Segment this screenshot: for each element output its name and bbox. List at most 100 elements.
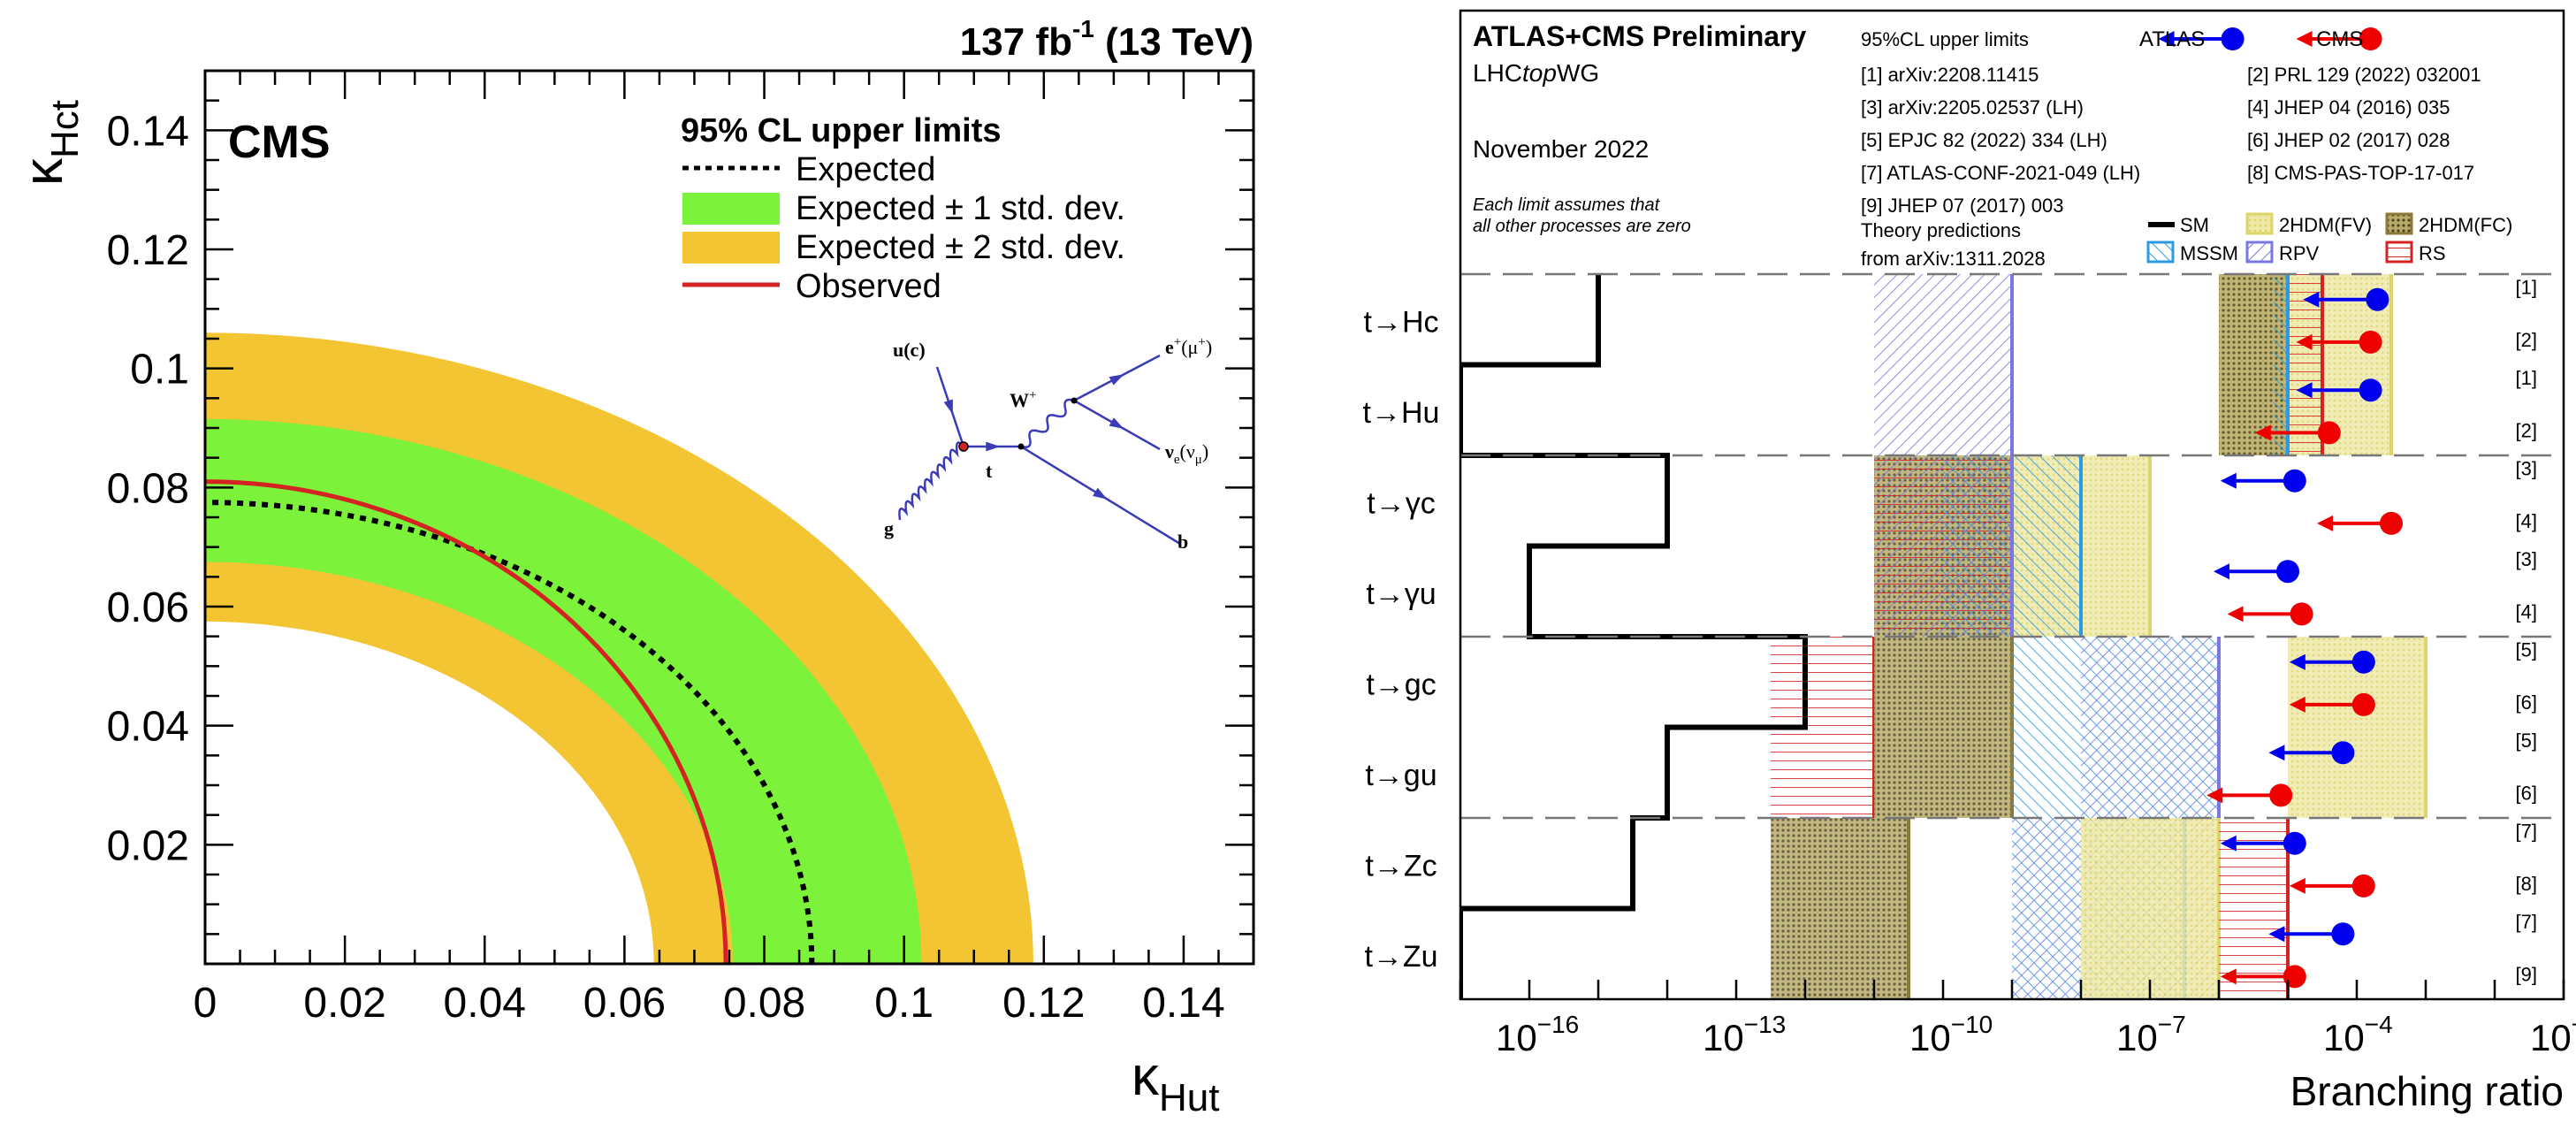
theory-boxes <box>1771 274 2427 999</box>
atlas-limit-arrowhead <box>2214 563 2229 580</box>
theory-box <box>2081 818 2219 999</box>
expected-contour <box>205 500 815 964</box>
theory-box <box>1874 455 2012 637</box>
header-title: ATLAS+CMS Preliminary <box>1473 20 1806 52</box>
y-tick-label: 0.1 <box>130 347 189 393</box>
legend-title: 95% CL upper limits <box>681 112 1002 149</box>
legend-entry-label: Observed <box>796 268 941 305</box>
w-boson-line <box>1020 398 1075 448</box>
reference-entry: [5] EPJC 82 (2022) 334 (LH) <box>1861 129 2107 151</box>
y-tick-label: 0.04 <box>107 704 189 751</box>
theory-legend-label: 2HDM(FV) <box>2279 214 2372 236</box>
reference-entry: [2] PRL 129 (2022) 032001 <box>2247 64 2481 86</box>
neutrino-line-arrow <box>1109 417 1124 429</box>
cms-ref-label: [6] <box>2516 691 2537 714</box>
process-label: t→gu <box>1365 759 1437 792</box>
cms-limit-arrowhead <box>2220 968 2237 985</box>
x-axis-label: κHut <box>1132 1046 1219 1119</box>
theory-legend-label: RPV <box>2279 242 2320 264</box>
theory-legend-swatch <box>2146 241 2175 264</box>
reference-entry: [9] JHEP 07 (2017) 003 <box>1861 195 2064 217</box>
theory-box <box>1874 637 2012 818</box>
reference-entry: [1] arXiv:2208.11415 <box>1861 64 2039 86</box>
observed-contour <box>205 479 728 964</box>
x-axis-label: Branching ratio <box>2290 1068 2564 1114</box>
atlas-ref-label: [7] <box>2516 821 2537 843</box>
x-tick-label: 0.08 <box>723 980 805 1027</box>
process-label: t→gc <box>1366 668 1436 701</box>
reference-entry: [4] JHEP 04 (2016) 035 <box>2247 96 2450 118</box>
cms-limit-marker <box>2269 783 2293 807</box>
y-tick-label: 0.12 <box>107 227 189 274</box>
gluon-line <box>898 441 964 521</box>
atlas-ref-label: [3] <box>2516 458 2537 480</box>
cms-limit-marker <box>2283 965 2306 989</box>
atlas-ref-label: [7] <box>2516 911 2537 933</box>
atlas-ref-label: [5] <box>2516 639 2537 661</box>
atlas-limit-marker <box>2276 560 2299 584</box>
legend-cms-arrowhead <box>2296 31 2313 47</box>
theory-legend-label: 2HDM(FC) <box>2419 214 2512 236</box>
atlas-limit-arrowhead <box>2268 745 2285 761</box>
cms-limit-marker <box>2359 330 2382 354</box>
atlas-ref-label: [1] <box>2516 277 2537 299</box>
legend-atlas-arrowhead <box>2158 31 2175 47</box>
y-tick-label: 0.06 <box>107 584 189 631</box>
feynman-diagram: u(c) g t W+ e+(μ+) νe(νμ) b <box>884 335 1212 553</box>
legend-swatch <box>682 193 780 225</box>
x-tick-label: 0.02 <box>303 980 385 1027</box>
legend-cms-marker <box>2359 27 2382 50</box>
x-tick-label: 0 <box>194 980 217 1027</box>
atlas-limit-marker <box>2351 650 2375 674</box>
reference-entry: [6] JHEP 02 (2017) 028 <box>2247 129 2450 151</box>
atlas-ref-label: [5] <box>2516 730 2537 752</box>
cms-limit-arrowhead <box>2227 606 2244 623</box>
diagram-label-b: b <box>1177 531 1188 553</box>
cms-ref-label: [6] <box>2516 783 2537 805</box>
theory-legend-swatch <box>2385 241 2413 264</box>
y-axis-label: κHct <box>13 100 87 186</box>
theory-legend-label: RS <box>2419 242 2446 264</box>
atlas-limit-marker <box>2283 831 2306 855</box>
theory-legend-swatch <box>2245 212 2274 235</box>
diagram-label-top: t <box>986 460 993 482</box>
limits-legend-label: 95%CL upper limits <box>1861 28 2029 50</box>
cms-limit-marker <box>2380 511 2403 535</box>
theory-box <box>1771 818 1909 999</box>
cms-ref-label: [9] <box>2516 964 2537 986</box>
cms-limit-arrowhead <box>2296 333 2313 350</box>
atlas-ref-label: [1] <box>2516 367 2537 389</box>
cms-limit-marker <box>2351 692 2375 716</box>
top-line-arrow <box>986 441 1001 452</box>
cms-limit-arrowhead <box>2289 877 2305 894</box>
diagram-label-gluon: g <box>884 517 894 539</box>
y-tick-label: 0.14 <box>107 108 189 155</box>
theory-legend-label: SM <box>2180 214 2209 236</box>
theory-legend-title: Theory predictions <box>1861 219 2021 241</box>
x-tick-label: 0.12 <box>1002 980 1085 1027</box>
luminosity-label: 137 fb-1 (13 TeV) <box>960 15 1254 64</box>
theory-box <box>1874 274 2012 455</box>
x-tick-label: 10−16 <box>1496 1011 1579 1058</box>
cms-limit-arrowhead <box>2289 696 2305 713</box>
fcnc-vertex <box>958 441 969 452</box>
atlas-limit-arrowhead <box>2268 926 2285 943</box>
lepton-line-arrow <box>1109 374 1124 386</box>
legend-atlas-marker <box>2221 27 2244 50</box>
legend-entry-label: Expected ± 1 std. dev. <box>796 190 1125 227</box>
x-tick-label: 10−7 <box>2116 1011 2186 1058</box>
diagram-label-lepton: e+(μ+) <box>1165 335 1212 358</box>
band-1sigma <box>205 418 922 964</box>
sm-prediction-line <box>1460 274 1808 999</box>
cms-limit-arrowhead <box>2254 424 2271 441</box>
theory-box <box>2274 274 2288 455</box>
process-label: t→Zc <box>1365 849 1437 882</box>
process-label: t→Zu <box>1364 940 1437 974</box>
legend-entry-label: Expected ± 2 std. dev. <box>796 229 1125 266</box>
vertex-dot <box>1071 397 1078 404</box>
diagram-label-neutrino: νe(νμ) <box>1164 440 1208 467</box>
lhc-fcnc-limit-chart: t→Hc [1] [2] t→Hu [1] [2] t→γc [3] [4] t→γu [3] [4]… <box>1363 9 2576 1114</box>
cms-limit-arrowhead <box>2317 515 2333 531</box>
atlas-limit-marker <box>2331 741 2355 765</box>
quark-line-arrow <box>943 399 953 415</box>
